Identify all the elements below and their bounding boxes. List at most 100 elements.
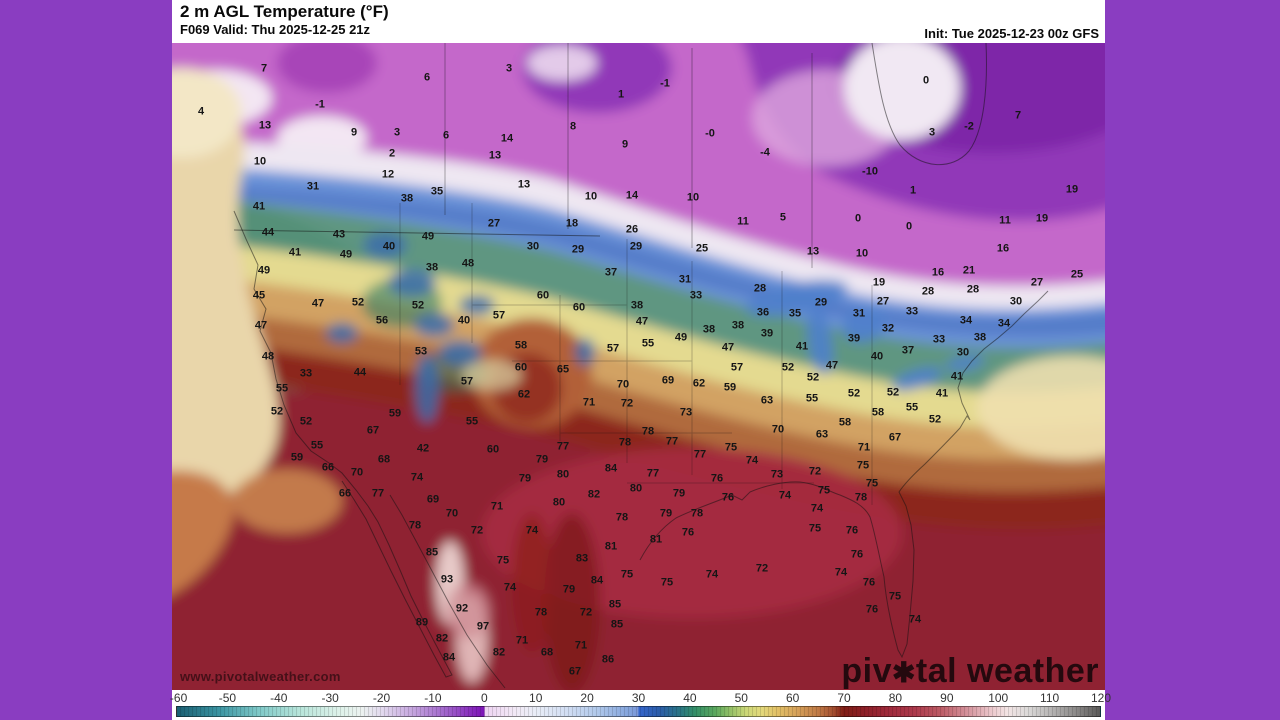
temp-label: 76 [865, 603, 879, 616]
temp-label: 79 [535, 453, 549, 466]
temp-label: 10 [253, 155, 267, 168]
temp-label: 84 [604, 462, 618, 475]
temp-label: 60 [536, 289, 550, 302]
temp-label: 44 [261, 226, 275, 239]
temp-label: 60 [486, 443, 500, 456]
star-icon: ✱ [892, 657, 916, 688]
temp-label: 38 [425, 261, 439, 274]
temp-label: 76 [845, 524, 859, 537]
temp-label: 52 [847, 387, 861, 400]
temp-label: 81 [604, 540, 618, 553]
colorbar-tick: 90 [940, 691, 954, 705]
temp-label: 85 [608, 598, 622, 611]
temp-label: 73 [770, 468, 784, 481]
colorbar-tick: -10 [424, 691, 442, 705]
temp-label: 41 [288, 246, 302, 259]
colorbar-tick: 20 [580, 691, 594, 705]
temp-label: 16 [996, 242, 1010, 255]
colorbar-tick: -20 [372, 691, 391, 705]
temp-label: 77 [665, 435, 679, 448]
colorbar-tick: -50 [218, 691, 237, 705]
temp-label: 40 [382, 240, 396, 253]
temp-label: 69 [661, 374, 675, 387]
temp-label: 74 [525, 524, 539, 537]
temp-label: 67 [568, 665, 582, 678]
temp-label: 78 [641, 425, 655, 438]
watermark-url: www.pivotalweather.com [180, 669, 341, 684]
temp-label: 52 [886, 386, 900, 399]
page-title: 2 m AGL Temperature (°F) [180, 2, 389, 21]
temp-label: 72 [470, 524, 484, 537]
temp-label: 49 [257, 264, 271, 277]
temp-label: 52 [411, 299, 425, 312]
temp-label: 41 [252, 200, 266, 213]
temp-label: 19 [1065, 183, 1079, 196]
temp-label: 65 [556, 363, 570, 376]
temp-label: 36 [756, 306, 770, 319]
temp-label: 67 [888, 431, 902, 444]
temp-label: 55 [275, 382, 289, 395]
temp-label: 14 [500, 132, 514, 145]
colorbar-tick: 10 [529, 691, 543, 705]
temp-label: 31 [678, 273, 692, 286]
temp-label: 74 [410, 471, 424, 484]
colorbar-tick: 100 [988, 691, 1009, 705]
temperature-map: 7 4 13 -1 9 6 3 6 2 10 12 31 35 38 41 44 43 49 3 1 -1 14 8 13 9-… [172, 43, 1105, 690]
temp-label: 78 [408, 519, 422, 532]
temp-label: 60 [572, 301, 586, 314]
temp-label: 66 [321, 461, 335, 474]
temp-label: 68 [540, 646, 554, 659]
temp-label: 33 [932, 333, 946, 346]
temp-label: 34 [997, 317, 1011, 330]
temp-label: 75 [865, 477, 879, 490]
temp-label: 2 [388, 147, 396, 160]
colorbar-tick: 110 [1040, 691, 1060, 705]
temp-label: -10 [862, 165, 878, 178]
temp-label: 30 [1009, 295, 1023, 308]
colorbar-tick: -40 [270, 691, 288, 705]
temp-label: 62 [517, 388, 531, 401]
temp-label: 63 [815, 428, 829, 441]
temp-label: 29 [629, 240, 643, 253]
temp-label: 7 [1014, 109, 1022, 122]
temp-label: 42 [416, 442, 430, 455]
temp-label: 0 [854, 212, 862, 225]
map-bands [172, 43, 1105, 690]
temp-label: 74 [745, 454, 759, 467]
colorbar-tick: 70 [837, 691, 851, 705]
temp-label: 79 [518, 472, 532, 485]
temp-label: 47 [825, 359, 839, 372]
temp-label: 27 [876, 295, 890, 308]
temp-label: 33 [905, 305, 919, 318]
temp-label: 45 [252, 289, 266, 302]
temp-label: 57 [730, 361, 744, 374]
colorbar-tick: -60 [169, 691, 188, 705]
temp-label: 40 [870, 350, 884, 363]
temp-label: 13 [258, 119, 272, 132]
temp-label: 41 [795, 340, 809, 353]
temp-label: 31 [852, 307, 866, 320]
temp-label: 6 [442, 129, 450, 142]
brand-text-right: tal weather [915, 652, 1099, 690]
temp-label: 74 [778, 489, 792, 502]
temp-label: 52 [351, 296, 365, 309]
temp-label: 82 [492, 646, 506, 659]
temp-label: 74 [503, 581, 517, 594]
temp-label: 57 [460, 375, 474, 388]
temp-label: 73 [679, 406, 693, 419]
temp-label: 77 [556, 440, 570, 453]
temp-label: 72 [620, 397, 634, 410]
temp-label: 58 [871, 406, 885, 419]
temperature-labels: 7 4 13 -1 9 6 3 6 2 10 12 31 35 38 41 44 43 49 3 1 -1 14 8 13 9-… [172, 43, 1105, 690]
temp-label: 70 [350, 466, 364, 479]
temp-label: 75 [660, 576, 674, 589]
header: 2 m AGL Temperature (°F) F069 Valid: Thu… [172, 0, 1105, 43]
temp-label: 38 [630, 299, 644, 312]
temp-label: 25 [695, 242, 709, 255]
temp-label: 71 [574, 639, 588, 652]
temp-label: 55 [641, 337, 655, 350]
temp-label: 72 [755, 562, 769, 575]
temp-label: 63 [760, 394, 774, 407]
temp-label: 44 [353, 366, 367, 379]
temp-label: 3 [505, 62, 513, 75]
